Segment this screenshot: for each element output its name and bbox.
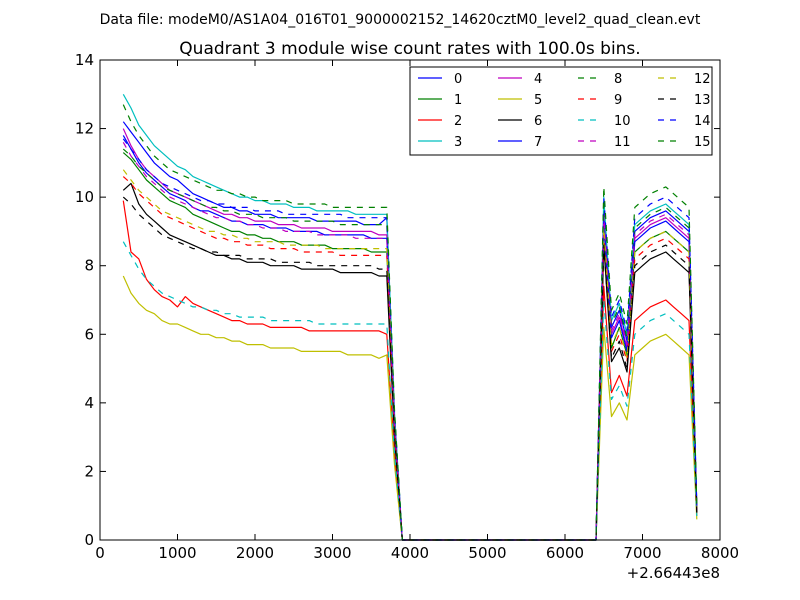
x-tick-label: 7000	[623, 544, 661, 562]
x-tick-label: 3000	[313, 544, 351, 562]
x-offset-label: +2.66443e8	[627, 564, 720, 582]
y-tick-label: 12	[75, 120, 94, 138]
y-tick-label: 10	[75, 188, 94, 206]
x-tick-label: 6000	[546, 544, 584, 562]
legend-label-2: 2	[454, 114, 462, 129]
legend-label-1: 1	[454, 93, 462, 108]
legend-label-15: 15	[694, 135, 711, 150]
chart-title: Quadrant 3 module wise count rates with …	[179, 39, 640, 59]
y-tick-label: 2	[84, 462, 94, 480]
legend-label-11: 11	[614, 135, 631, 150]
legend-label-7: 7	[534, 135, 542, 150]
legend-label-6: 6	[534, 114, 542, 129]
legend-frame	[409, 66, 713, 156]
x-tick-label: 5000	[468, 544, 506, 562]
legend-label-9: 9	[614, 93, 622, 108]
legend-label-10: 10	[614, 114, 631, 129]
legend-label-5: 5	[534, 93, 542, 108]
x-tick-label: 4000	[391, 544, 429, 562]
data-file-label: Data file: modeM0/AS1A04_016T01_90000021…	[100, 12, 701, 28]
legend-label-3: 3	[454, 135, 462, 150]
x-tick-label: 8000	[701, 544, 739, 562]
legend-label-14: 14	[694, 114, 711, 129]
x-tick-label: 0	[95, 544, 105, 562]
series-line-15	[122, 104, 698, 541]
legend-label-13: 13	[694, 93, 711, 108]
y-tick-label: 6	[84, 325, 94, 343]
legend-label-8: 8	[614, 72, 622, 87]
y-tick-label: 14	[75, 51, 94, 69]
y-tick-label: 8	[84, 257, 94, 275]
legend-label-0: 0	[454, 72, 462, 87]
y-tick-label: 4	[84, 394, 94, 412]
legend-label-12: 12	[694, 72, 711, 87]
x-axis: 0 1000 2000 3000 4000 5000 6000 7000 8000	[95, 60, 739, 562]
y-tick-label: 0	[84, 531, 94, 549]
x-tick-label: 2000	[236, 544, 274, 562]
legend-label-4: 4	[534, 72, 542, 87]
x-tick-label: 1000	[158, 544, 196, 562]
